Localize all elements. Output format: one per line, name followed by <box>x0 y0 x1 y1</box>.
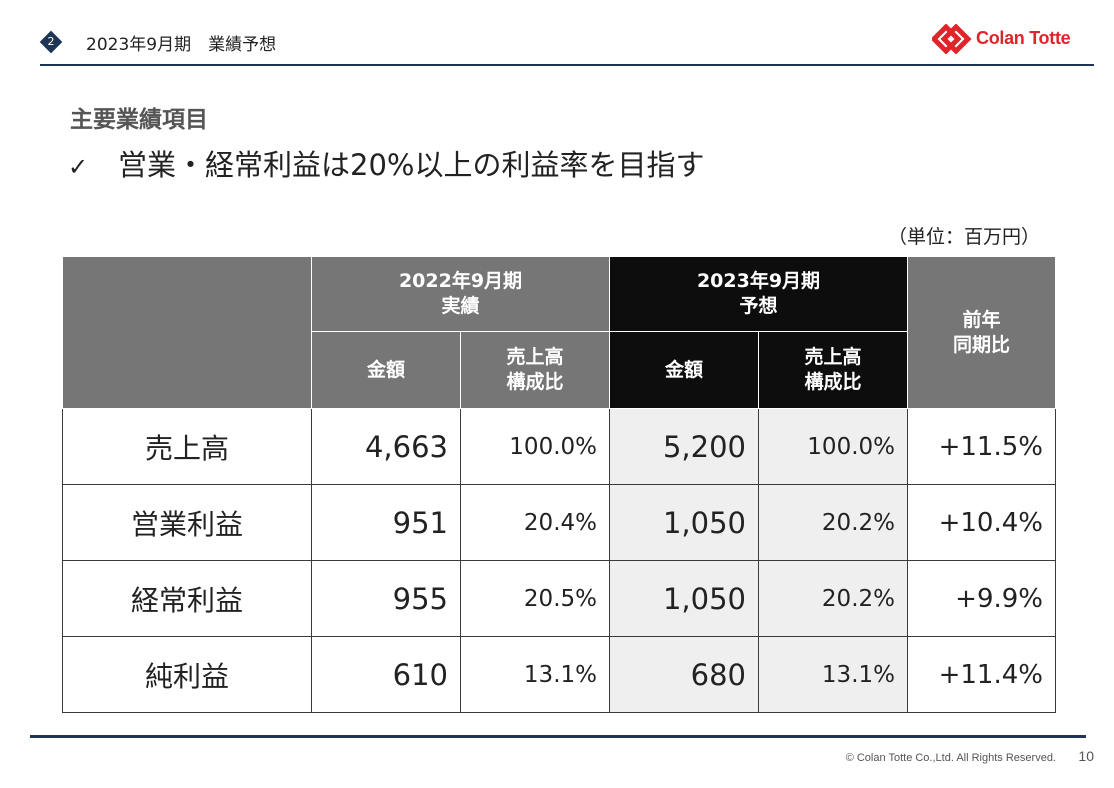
headline: ✓ 営業・経常利益は20%以上の利益率を目指す <box>68 142 704 184</box>
row-label: 営業利益 <box>62 484 312 561</box>
diamond-logo-icon <box>932 24 972 54</box>
slide-header: 2 2023年9月期 業績予想 Colan Totte <box>0 0 1114 68</box>
yoy-change: +9.9% <box>907 560 1056 637</box>
period-forecast-type: 予想 <box>739 295 778 317</box>
page-number: 10 <box>1078 748 1094 764</box>
yoy-line1: 前年 <box>962 308 1001 331</box>
company-logo: Colan Totte <box>932 24 1092 54</box>
row-label: 経常利益 <box>62 560 312 637</box>
header-yoy: 前年 同期比 <box>907 256 1056 409</box>
page-title: 2023年9月期 業績予想 <box>86 35 277 55</box>
table-row: 売上高 4,663 100.0% 5,200 100.0% +11.5% <box>62 408 1056 485</box>
actual-ratio: 100.0% <box>460 408 610 485</box>
forecast-ratio: 100.0% <box>758 408 908 485</box>
unit-label: （単位：百万円） <box>887 226 1040 248</box>
actual-amount: 4,663 <box>311 408 461 485</box>
header-actual-amount: 金額 <box>311 331 461 409</box>
yoy-change: +11.5% <box>907 408 1056 485</box>
header-actual-ratio: 売上高 構成比 <box>460 331 610 409</box>
period-actual-year: 2022年9月期 <box>398 270 523 292</box>
forecast-amount: 680 <box>609 636 759 713</box>
forecast-ratio: 20.2% <box>758 560 908 637</box>
period-forecast-year: 2023年9月期 <box>696 270 821 292</box>
ratio-line2: 構成比 <box>804 371 862 393</box>
footer-divider <box>30 735 1086 738</box>
actual-amount: 955 <box>311 560 461 637</box>
header-period-forecast: 2023年9月期 予想 <box>609 256 908 332</box>
actual-ratio: 13.1% <box>460 636 610 713</box>
ratio-line2: 構成比 <box>506 371 564 393</box>
forecast-amount: 5,200 <box>609 408 759 485</box>
yoy-change: +11.4% <box>907 636 1056 713</box>
earnings-table: 2022年9月期 実績 2023年9月期 予想 前年 同期比 金額 売上高 構成… <box>62 256 1056 713</box>
ratio-line1: 売上高 <box>804 346 862 368</box>
check-icon: ✓ <box>68 153 89 181</box>
ratio-line1: 売上高 <box>506 346 564 368</box>
header-divider <box>40 64 1094 66</box>
copyright: © Colan Totte Co.,Ltd. All Rights Reserv… <box>845 752 1056 764</box>
forecast-ratio: 13.1% <box>758 636 908 713</box>
yoy-change: +10.4% <box>907 484 1056 561</box>
actual-amount: 610 <box>311 636 461 713</box>
header-forecast-amount: 金額 <box>609 331 759 409</box>
header-forecast-ratio: 売上高 構成比 <box>758 331 908 409</box>
forecast-amount: 1,050 <box>609 560 759 637</box>
actual-amount: 951 <box>311 484 461 561</box>
section-number: 2 <box>47 35 55 48</box>
headline-text: 営業・経常利益は20%以上の利益率を目指す <box>118 148 705 182</box>
actual-ratio: 20.5% <box>460 560 610 637</box>
table-row: 純利益 610 13.1% 680 13.1% +11.4% <box>62 636 1056 713</box>
forecast-amount: 1,050 <box>609 484 759 561</box>
row-label: 純利益 <box>62 636 312 713</box>
header-blank <box>62 256 312 409</box>
forecast-ratio: 20.2% <box>758 484 908 561</box>
period-actual-type: 実績 <box>441 295 480 317</box>
logo-text: Colan Totte <box>976 28 1071 48</box>
section-label: 主要業績項目 <box>70 107 208 133</box>
row-label: 売上高 <box>62 408 312 485</box>
section-badge: 2 <box>39 30 63 54</box>
actual-ratio: 20.4% <box>460 484 610 561</box>
header-period-actual: 2022年9月期 実績 <box>311 256 610 332</box>
table-row: 経常利益 955 20.5% 1,050 20.2% +9.9% <box>62 560 1056 637</box>
table-row: 営業利益 951 20.4% 1,050 20.2% +10.4% <box>62 484 1056 561</box>
yoy-line2: 同期比 <box>952 333 1010 356</box>
